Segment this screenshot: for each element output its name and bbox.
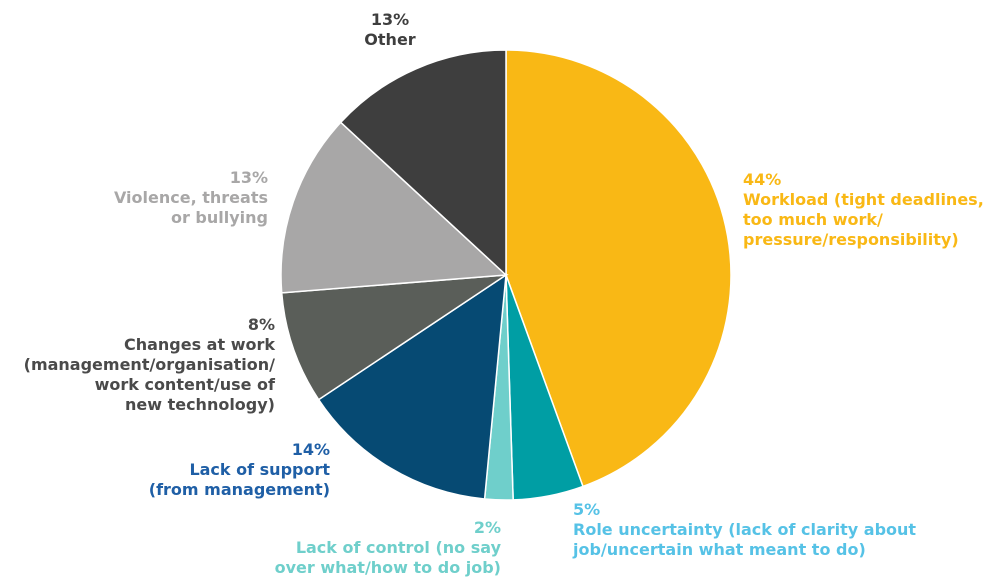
- slice-label-violence: 13% Violence, threats or bullying: [114, 168, 268, 228]
- slice-text-changes-at-work-1: Changes at work: [123, 335, 275, 354]
- slice-text-lack-of-control-1: Lack of control (no say: [295, 538, 501, 557]
- slice-text-lack-of-support-2: (from management): [148, 480, 330, 499]
- slice-label-workload: 44% Workload (tight deadlines, too much …: [743, 170, 984, 250]
- slice-text-workload-3: pressure/responsibility): [743, 230, 959, 249]
- slice-text-role-uncertainty-1: Role uncertainty (lack of clarity about: [573, 520, 917, 539]
- slice-text-changes-at-work-3: work content/use of: [94, 375, 275, 394]
- slice-pct-lack-of-support: 14%: [291, 440, 330, 459]
- slice-pct-other: 13%: [370, 10, 410, 29]
- pie-slices: [280, 49, 732, 501]
- slice-label-lack-of-control: 2% Lack of control (no say over what/how…: [275, 518, 501, 578]
- slice-text-workload-1: Workload (tight deadlines,: [743, 190, 984, 209]
- pie-slice-other: [339, 49, 507, 277]
- slice-pct-violence: 13%: [229, 168, 268, 187]
- slice-label-lack-of-support: 14% Lack of support (from management): [149, 440, 330, 500]
- pie-slice-violence: [280, 121, 508, 294]
- slice-text-changes-at-work-4: new technology): [124, 395, 275, 414]
- slice-text-violence-2: or bullying: [170, 208, 268, 227]
- slice-label-other: 13% Other: [340, 10, 440, 50]
- slice-text-workload-2: too much work/: [743, 210, 883, 229]
- slice-label-role-uncertainty: 5% Role uncertainty (lack of clarity abo…: [573, 500, 916, 560]
- slice-pct-lack-of-control: 2%: [473, 518, 501, 537]
- slice-text-changes-at-work-2: (management/organisation/: [23, 355, 275, 374]
- pie-slice-changes-at-work: [280, 274, 509, 401]
- slice-label-changes-at-work: 8% Changes at work (management/organisat…: [24, 315, 275, 415]
- pie-slice-lack-of-support: [317, 273, 507, 500]
- pie-slice-workload: [505, 49, 732, 488]
- slice-text-other-1: Other: [364, 30, 416, 49]
- slice-text-lack-of-support-1: Lack of support: [189, 460, 330, 479]
- slice-text-violence-1: Violence, threats: [113, 188, 268, 207]
- slice-pct-changes-at-work: 8%: [247, 315, 275, 334]
- slice-text-lack-of-control-2: over what/how to do job): [274, 558, 501, 577]
- slice-pct-role-uncertainty: 5%: [573, 500, 601, 519]
- slice-text-role-uncertainty-2: job/uncertain what meant to do): [573, 540, 866, 559]
- slice-pct-workload: 44%: [743, 170, 782, 189]
